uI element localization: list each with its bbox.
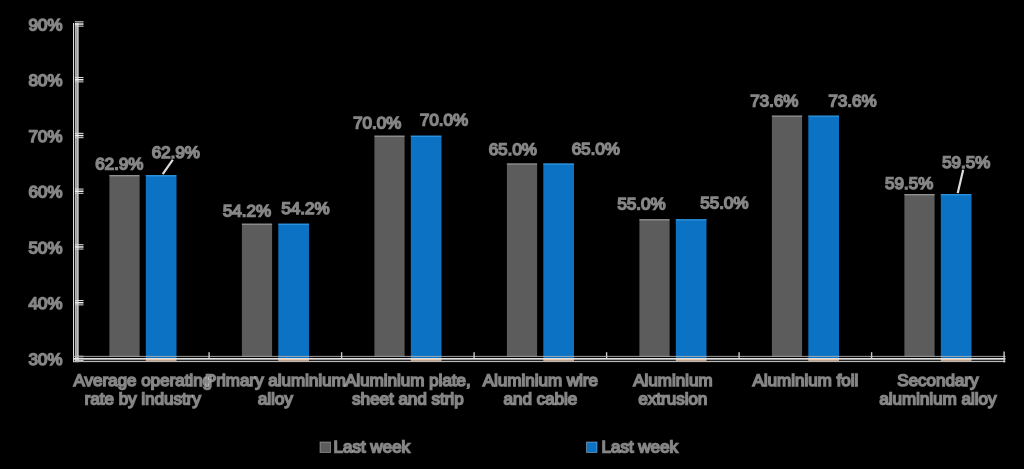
svg-text:60%: 60% [28, 183, 62, 202]
svg-text:54.2%: 54.2% [223, 202, 271, 221]
svg-text:Last week: Last week [602, 438, 679, 457]
svg-text:Aluminium wire: Aluminium wire [483, 371, 598, 390]
svg-text:59.5%: 59.5% [942, 153, 990, 172]
svg-text:50%: 50% [28, 238, 62, 257]
svg-text:40%: 40% [28, 294, 62, 313]
svg-text:and cable: and cable [504, 389, 578, 408]
svg-text:59.5%: 59.5% [885, 174, 933, 193]
svg-text:70%: 70% [28, 127, 62, 146]
svg-text:Secondary: Secondary [897, 371, 979, 390]
svg-text:62.9%: 62.9% [152, 143, 200, 162]
svg-text:aluminium alloy: aluminium alloy [879, 389, 997, 408]
svg-text:Last week: Last week [334, 438, 411, 457]
svg-text:extrusion: extrusion [638, 389, 707, 408]
svg-text:30%: 30% [28, 350, 62, 369]
svg-text:55.0%: 55.0% [700, 194, 748, 213]
svg-text:Aluminium: Aluminium [633, 371, 712, 390]
svg-text:80%: 80% [28, 71, 62, 90]
svg-text:sheet and strip: sheet and strip [352, 389, 464, 408]
svg-text:55.0%: 55.0% [617, 195, 665, 214]
svg-text:62.9%: 62.9% [95, 154, 143, 173]
svg-text:73.6%: 73.6% [828, 92, 876, 111]
svg-text:90%: 90% [28, 15, 62, 34]
svg-text:Primary aluminium: Primary aluminium [205, 371, 346, 390]
svg-text:54.2%: 54.2% [281, 199, 329, 218]
svg-text:65.0%: 65.0% [489, 140, 537, 159]
svg-text:65.0%: 65.0% [572, 139, 620, 158]
svg-text:alloy: alloy [258, 389, 293, 408]
svg-text:70.0%: 70.0% [420, 111, 468, 130]
svg-text:rate by industry: rate by industry [85, 389, 202, 408]
svg-text:Average operating: Average operating [73, 371, 212, 390]
svg-text:70.0%: 70.0% [353, 113, 401, 132]
svg-text:73.6%: 73.6% [750, 92, 798, 111]
svg-text:Aluminium foil: Aluminium foil [752, 371, 858, 390]
svg-text:Aluminium plate,: Aluminium plate, [345, 371, 471, 390]
